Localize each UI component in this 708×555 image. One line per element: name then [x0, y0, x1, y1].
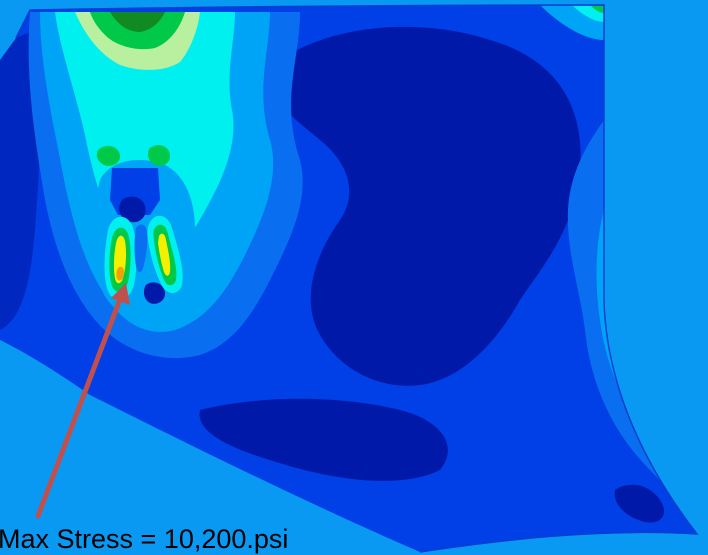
max-stress-leader-line: [35, 291, 125, 519]
contour-region-low-large: [271, 26, 581, 386]
contour-plume-dark-green: [110, 12, 165, 32]
contour-top-right-peak: [590, 5, 604, 13]
contour-hole-dark-spot: [119, 196, 146, 223]
fea-part-outline: [15, 4, 699, 553]
contour-hole-middle-sliver: [134, 224, 148, 272]
contour-hole-green-spot-upper: [96, 145, 121, 166]
contour-region-low-bottom: [199, 398, 448, 481]
contour-hole-green-spot-right: [147, 145, 170, 166]
contour-region-low-corner: [614, 484, 665, 523]
contour-hotspot-left-orange: [116, 266, 124, 281]
contour-region-low-left: [0, 30, 41, 330]
contour-hole-dark-spot-lower: [143, 282, 166, 304]
max-stress-label: Max Stress = 10,200.psi: [0, 524, 289, 554]
contour-hotspot-right-yellow: [158, 233, 171, 276]
max-stress-arrowhead: [111, 283, 130, 305]
